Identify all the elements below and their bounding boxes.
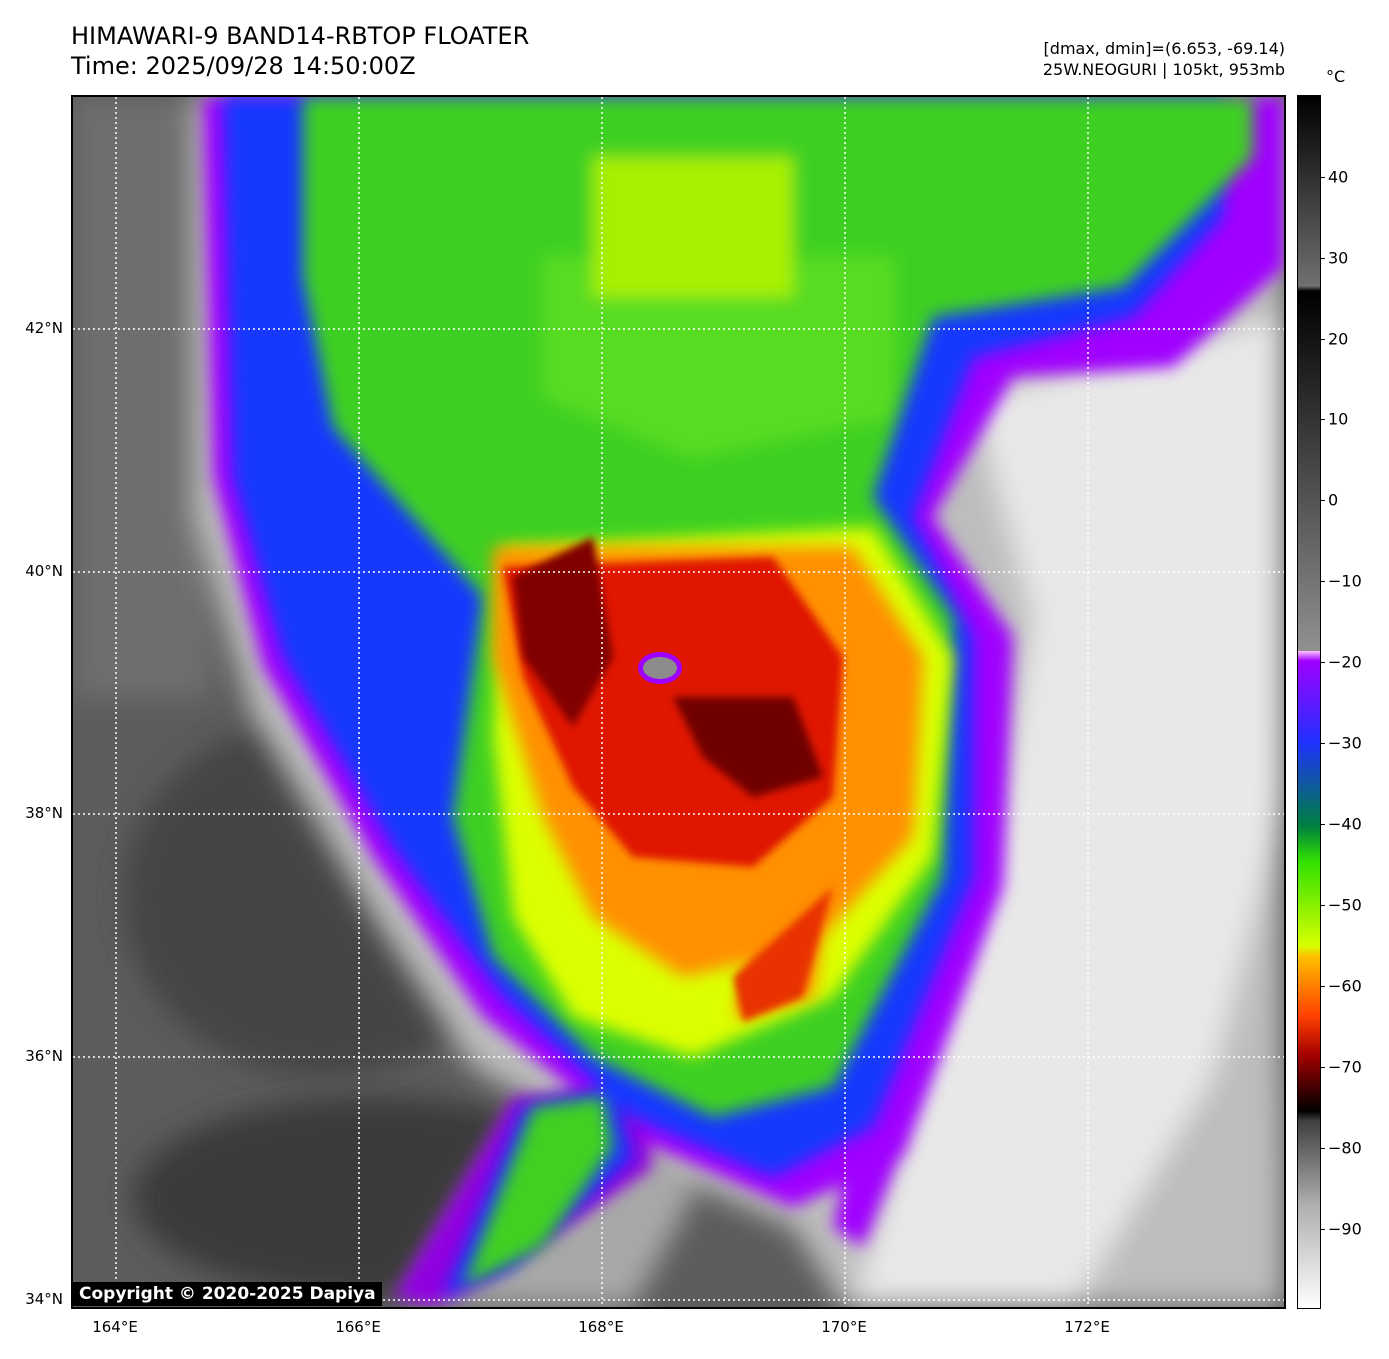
lon-label-166e: 166°E bbox=[335, 1318, 381, 1336]
lat-label-36n: 36°N bbox=[25, 1047, 63, 1065]
colorbar-tickmark bbox=[1321, 177, 1325, 178]
colorbar-tick-minus50: −50 bbox=[1328, 895, 1362, 915]
colorbar-tick-minus90: −90 bbox=[1328, 1219, 1362, 1239]
copyright-label: Copyright © 2020-2025 Dapiya bbox=[73, 1282, 382, 1306]
satellite-imagery bbox=[73, 97, 1284, 1307]
lon-label-170e: 170°E bbox=[821, 1318, 867, 1336]
range-info: [dmax, dmin]=(6.653, -69.14) bbox=[1043, 39, 1285, 58]
lat-label-38n: 38°N bbox=[25, 804, 63, 822]
lon-label-172e: 172°E bbox=[1064, 1318, 1110, 1336]
colorbar-tick-20: 20 bbox=[1328, 329, 1349, 349]
lon-label-168e: 168°E bbox=[578, 1318, 624, 1336]
colorbar-tickmark bbox=[1321, 339, 1325, 340]
colorbar-tickmark bbox=[1321, 743, 1325, 744]
colorbar-tickmark bbox=[1321, 258, 1325, 259]
colorbar-tick-10: 10 bbox=[1328, 409, 1349, 429]
colorbar-tick-minus20: −20 bbox=[1328, 652, 1362, 672]
colorbar-unit: °C bbox=[1326, 67, 1346, 86]
colorbar-tickmark bbox=[1321, 905, 1325, 906]
colorbar-tick-30: 30 bbox=[1328, 248, 1349, 268]
colorbar-tickmark bbox=[1321, 581, 1325, 582]
colorbar-tick-minus70: −70 bbox=[1328, 1057, 1362, 1077]
lat-label-40n: 40°N bbox=[25, 562, 63, 580]
lat-label-34n: 34°N bbox=[25, 1290, 63, 1308]
colorbar-tick-40: 40 bbox=[1328, 167, 1349, 187]
lat-label-42n: 42°N bbox=[25, 319, 63, 337]
lon-label-164e: 164°E bbox=[92, 1318, 138, 1336]
colorbar-tickmark bbox=[1321, 1067, 1325, 1068]
colorbar-tickmark bbox=[1321, 986, 1325, 987]
title-line-2: Time: 2025/09/28 14:50:00Z bbox=[71, 52, 416, 80]
colorbar-tickmark bbox=[1321, 419, 1325, 420]
colorbar-tickmark bbox=[1321, 824, 1325, 825]
colorbar-tick-minus30: −30 bbox=[1328, 733, 1362, 753]
colorbar-tickmark bbox=[1321, 1229, 1325, 1230]
title-line-1: HIMAWARI-9 BAND14-RBTOP FLOATER bbox=[71, 22, 530, 50]
satellite-map bbox=[71, 95, 1286, 1309]
colorbar-tick-minus40: −40 bbox=[1328, 814, 1362, 834]
colorbar-tickmark bbox=[1321, 500, 1325, 501]
colorbar-tick-0: 0 bbox=[1328, 490, 1339, 510]
colorbar-tickmark bbox=[1321, 662, 1325, 663]
storm-info: 25W.NEOGURI | 105kt, 953mb bbox=[1042, 60, 1285, 79]
colorbar-tickmark bbox=[1321, 1148, 1325, 1149]
colorbar-tick-minus80: −80 bbox=[1328, 1138, 1362, 1158]
colorbar-tick-minus10: −10 bbox=[1328, 571, 1362, 591]
colorbar bbox=[1297, 95, 1321, 1309]
colorbar-tick-minus60: −60 bbox=[1328, 976, 1362, 996]
